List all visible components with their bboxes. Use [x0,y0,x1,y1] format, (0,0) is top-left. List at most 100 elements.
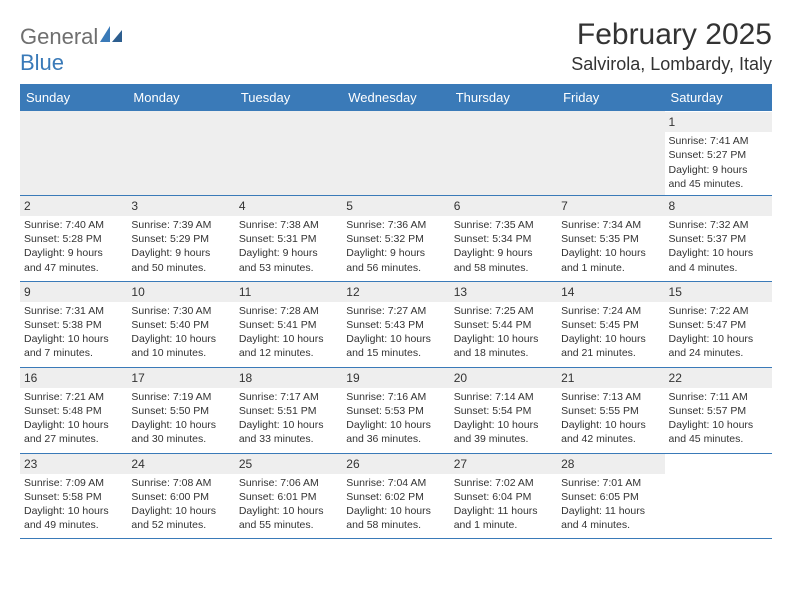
week-row: 1 Sunrise: 7:41 AMSunset: 5:27 PMDaylight… [20,111,772,195]
day-dl1: Daylight: 10 hours [346,418,445,432]
day-sunset: Sunset: 6:04 PM [454,490,553,504]
logo-word1: General [20,24,98,49]
day-sunrise: Sunrise: 7:30 AM [131,304,230,318]
day-dl2: and 1 minute. [561,261,660,275]
day-dl2: and 36 minutes. [346,432,445,446]
day-cell: 13Sunrise: 7:25 AMSunset: 5:44 PMDayligh… [450,281,557,367]
location: Salvirola, Lombardy, Italy [571,54,772,75]
week-row: 16Sunrise: 7:21 AMSunset: 5:48 PMDayligh… [20,367,772,453]
day-sunset: Sunset: 5:48 PM [24,404,123,418]
day-sunset: Sunset: 5:40 PM [131,318,230,332]
col-thu: Thursday [450,84,557,111]
day-sunrise: Sunrise: 7:02 AM [454,476,553,490]
day-sunset: Sunset: 5:51 PM [239,404,338,418]
day-details: Sunrise: 7:22 AMSunset: 5:47 PMDaylight:… [669,304,768,361]
day-cell: 27 Sunrise: 7:02 AMSunset: 6:04 PMDayligh… [450,453,557,538]
day-sunset: Sunset: 5:35 PM [561,232,660,246]
day-cell: 20Sunrise: 7:14 AMSunset: 5:54 PMDayligh… [450,367,557,453]
day-dl2: and 56 minutes. [346,261,445,275]
day-dl2: and 4 minutes. [561,518,660,532]
day-cell: 15Sunrise: 7:22 AMSunset: 5:47 PMDayligh… [665,281,772,367]
day-cell: 21Sunrise: 7:13 AMSunset: 5:55 PMDayligh… [557,367,664,453]
col-tue: Tuesday [235,84,342,111]
day-dl2: and 55 minutes. [239,518,338,532]
day-cell: 11Sunrise: 7:28 AMSunset: 5:41 PMDayligh… [235,281,342,367]
day-dl2: and 47 minutes. [24,261,123,275]
day-dl1: Daylight: 10 hours [669,418,768,432]
day-number: 23 [20,454,127,474]
day-sunset: Sunset: 5:44 PM [454,318,553,332]
day-dl1: Daylight: 10 hours [561,418,660,432]
day-sunrise: Sunrise: 7:32 AM [669,218,768,232]
day-dl1: Daylight: 10 hours [669,332,768,346]
day-number: 1 [665,112,772,132]
day-sunset: Sunset: 5:57 PM [669,404,768,418]
day-sunset: Sunset: 5:45 PM [561,318,660,332]
day-details: Sunrise: 7:32 AMSunset: 5:37 PMDaylight:… [669,218,768,275]
day-cell: 26Sunrise: 7:04 AMSunset: 6:02 PMDayligh… [342,453,449,538]
day-sunrise: Sunrise: 7:41 AM [669,134,768,148]
day-number: 11 [235,282,342,302]
day-cell: 1 Sunrise: 7:41 AMSunset: 5:27 PMDaylight… [665,111,772,195]
day-sunrise: Sunrise: 7:34 AM [561,218,660,232]
day-dl1: Daylight: 11 hours [454,504,553,518]
day-details: Sunrise: 7:01 AMSunset: 6:05 PMDaylight:… [561,476,660,533]
day-number: 25 [235,454,342,474]
day-sunrise: Sunrise: 7:24 AM [561,304,660,318]
logo-sail-icon [98,24,124,44]
day-dl2: and 24 minutes. [669,346,768,360]
day-number: 7 [557,196,664,216]
col-mon: Monday [127,84,234,111]
day-sunrise: Sunrise: 7:16 AM [346,390,445,404]
day-cell [235,111,342,195]
day-sunrise: Sunrise: 7:06 AM [239,476,338,490]
calendar-table: Sunday Monday Tuesday Wednesday Thursday… [20,84,772,538]
day-details: Sunrise: 7:40 AMSunset: 5:28 PMDaylight:… [24,218,123,275]
day-dl1: Daylight: 11 hours [561,504,660,518]
day-dl1: Daylight: 9 hours [669,163,768,177]
calendar-header-row: Sunday Monday Tuesday Wednesday Thursday… [20,84,772,111]
day-dl1: Daylight: 10 hours [561,246,660,260]
day-details: Sunrise: 7:08 AMSunset: 6:00 PMDaylight:… [131,476,230,533]
week-row: 23Sunrise: 7:09 AMSunset: 5:58 PMDayligh… [20,453,772,538]
day-cell: 25Sunrise: 7:06 AMSunset: 6:01 PMDayligh… [235,453,342,538]
day-sunset: Sunset: 6:05 PM [561,490,660,504]
day-details: Sunrise: 7:06 AMSunset: 6:01 PMDaylight:… [239,476,338,533]
day-number: 27 [450,454,557,474]
day-sunset: Sunset: 5:43 PM [346,318,445,332]
header: General Blue February 2025 Salvirola, Lo… [20,18,772,76]
day-dl1: Daylight: 9 hours [454,246,553,260]
day-dl1: Daylight: 10 hours [346,504,445,518]
day-cell: 19Sunrise: 7:16 AMSunset: 5:53 PMDayligh… [342,367,449,453]
day-number: 4 [235,196,342,216]
day-details: Sunrise: 7:34 AMSunset: 5:35 PMDaylight:… [561,218,660,275]
day-dl2: and 33 minutes. [239,432,338,446]
day-sunset: Sunset: 5:34 PM [454,232,553,246]
day-sunset: Sunset: 6:01 PM [239,490,338,504]
day-dl2: and 27 minutes. [24,432,123,446]
day-sunset: Sunset: 5:27 PM [669,148,768,162]
day-sunset: Sunset: 6:00 PM [131,490,230,504]
day-number: 18 [235,368,342,388]
day-dl1: Daylight: 10 hours [239,332,338,346]
day-number: 13 [450,282,557,302]
day-sunrise: Sunrise: 7:39 AM [131,218,230,232]
day-details: Sunrise: 7:04 AMSunset: 6:02 PMDaylight:… [346,476,445,533]
day-dl2: and 49 minutes. [24,518,123,532]
day-cell [450,111,557,195]
week-row: 9Sunrise: 7:31 AMSunset: 5:38 PMDaylight… [20,281,772,367]
day-dl1: Daylight: 10 hours [454,418,553,432]
day-cell: 3Sunrise: 7:39 AMSunset: 5:29 PMDaylight… [127,195,234,281]
day-sunrise: Sunrise: 7:04 AM [346,476,445,490]
day-number: 12 [342,282,449,302]
day-sunrise: Sunrise: 7:09 AM [24,476,123,490]
day-details: Sunrise: 7:30 AMSunset: 5:40 PMDaylight:… [131,304,230,361]
day-number: 17 [127,368,234,388]
day-cell [342,111,449,195]
day-dl2: and 50 minutes. [131,261,230,275]
day-dl1: Daylight: 10 hours [669,246,768,260]
day-cell: 22Sunrise: 7:11 AMSunset: 5:57 PMDayligh… [665,367,772,453]
day-sunrise: Sunrise: 7:01 AM [561,476,660,490]
day-number: 15 [665,282,772,302]
day-number: 24 [127,454,234,474]
